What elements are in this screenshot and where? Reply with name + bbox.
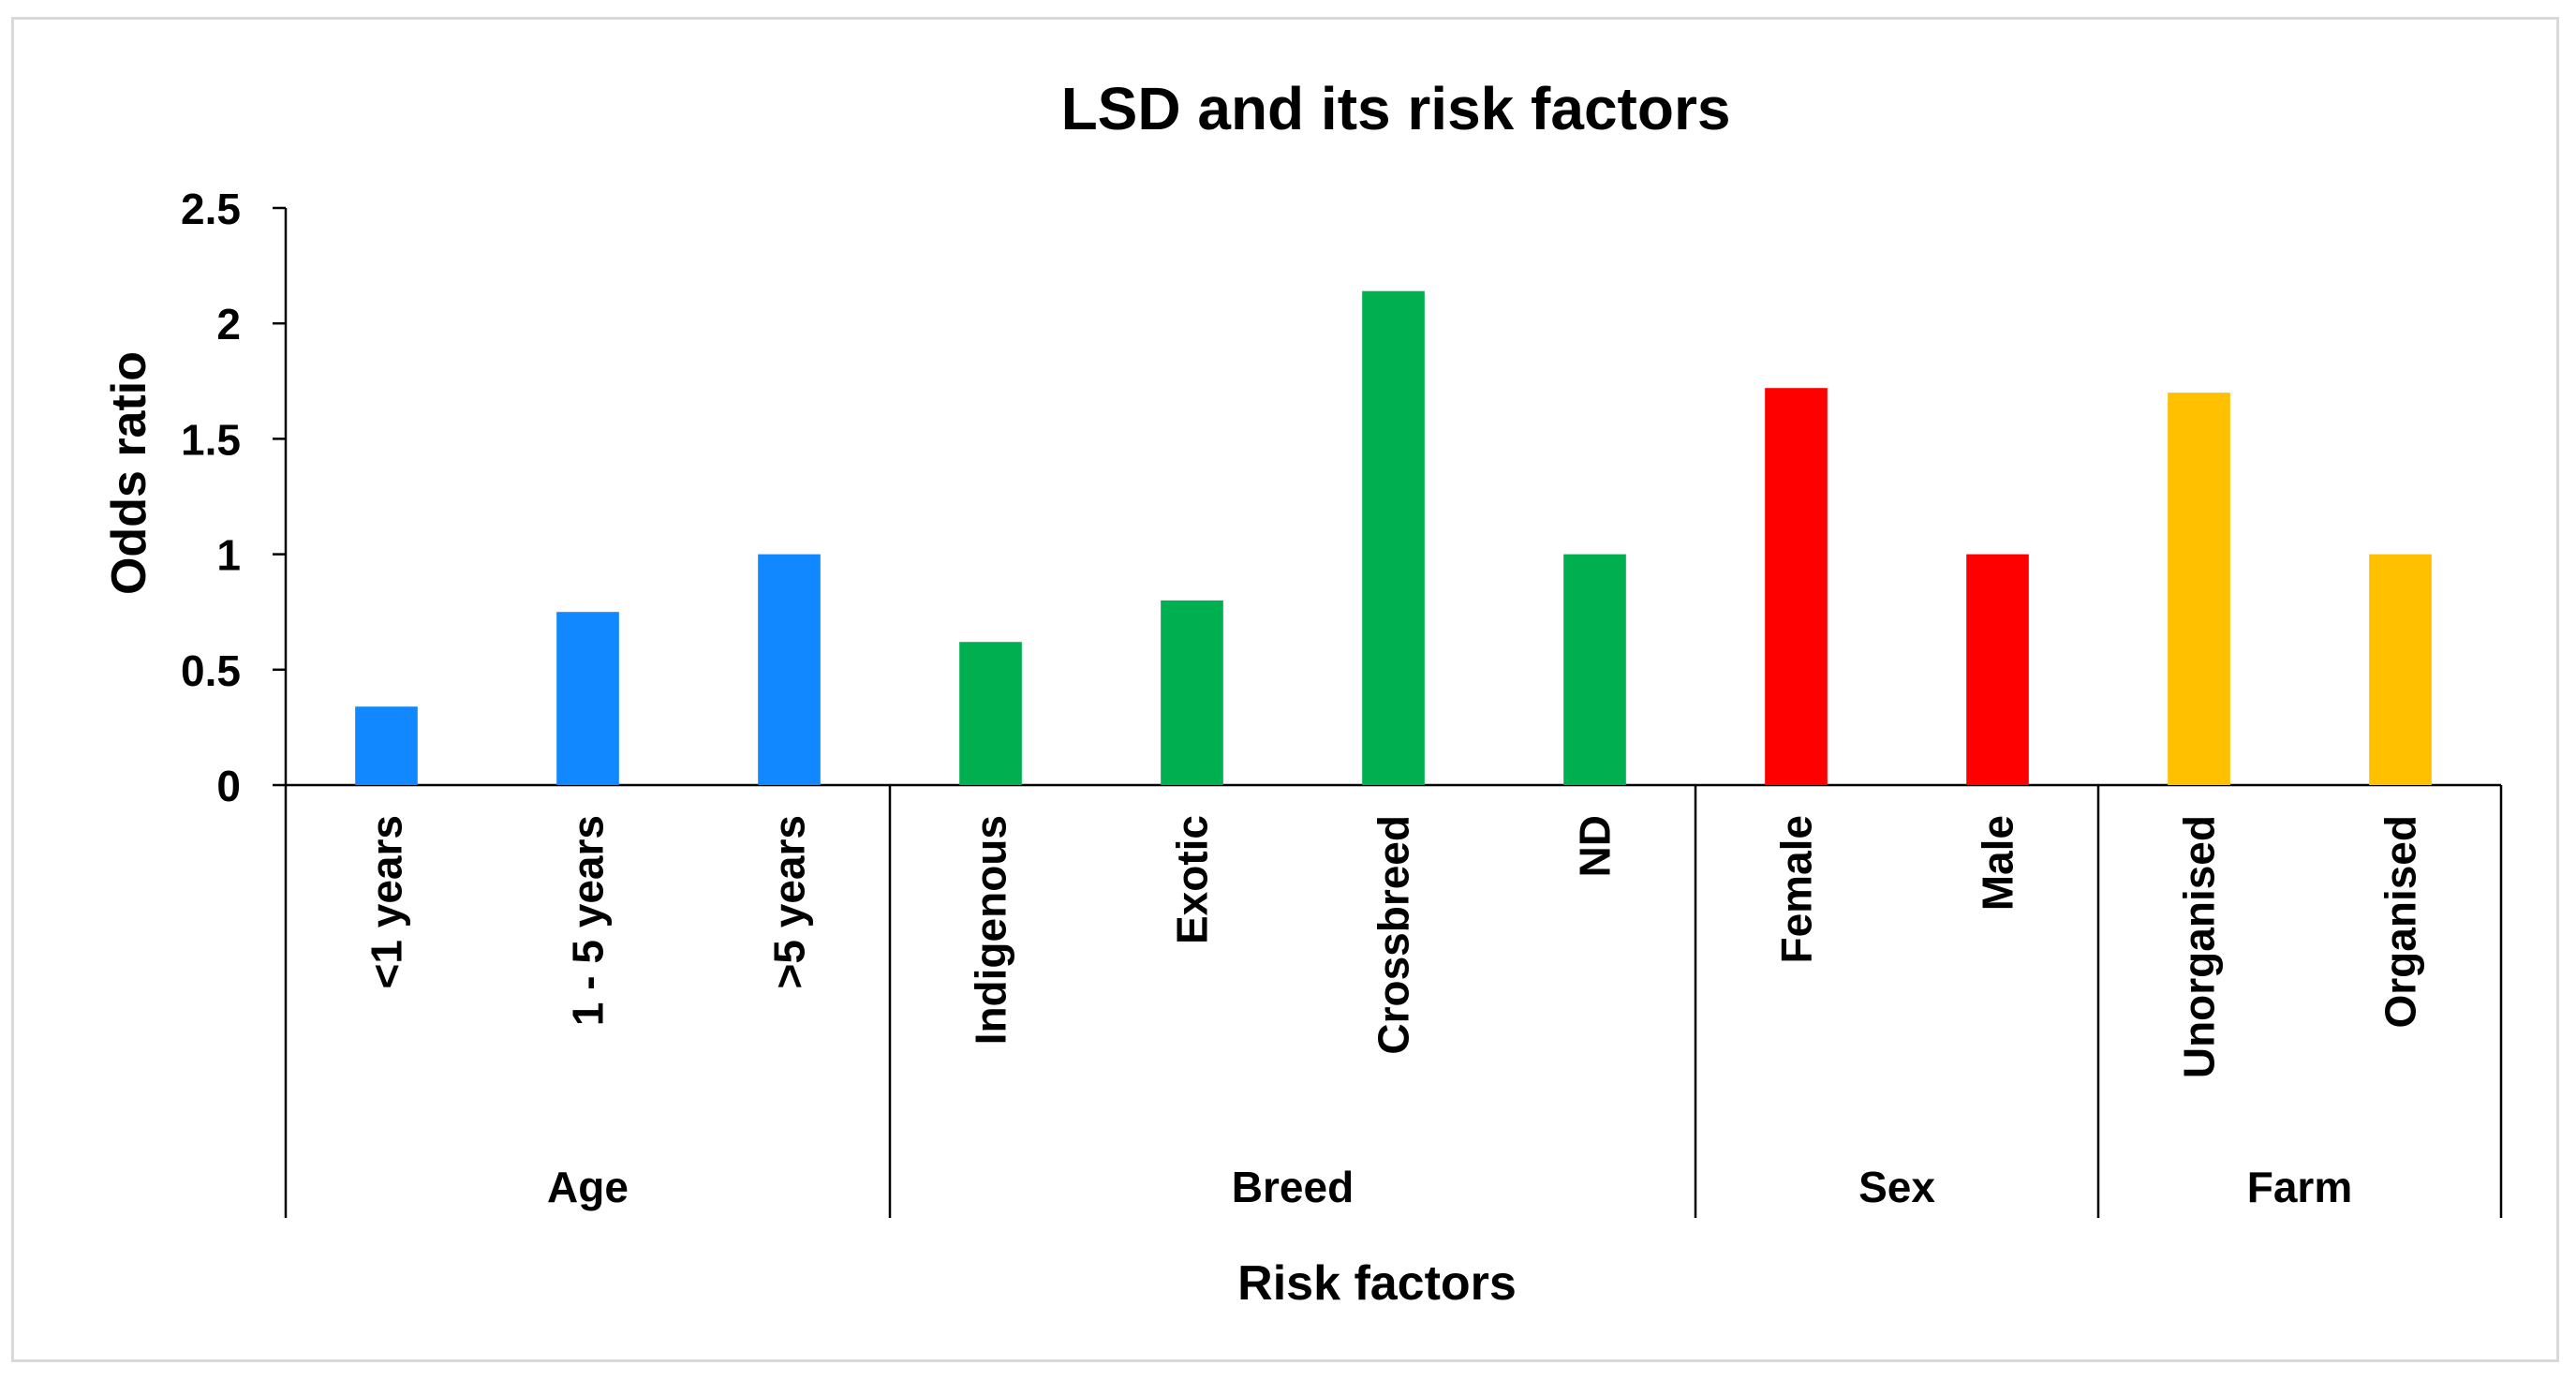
bar [1362, 290, 1425, 786]
bar [1161, 600, 1223, 785]
bar [758, 554, 821, 785]
x-tick-label: Organised [2376, 815, 2425, 1029]
x-tick-label: 1 - 5 years [564, 815, 613, 1026]
bar [355, 706, 418, 785]
y-tick-label: 2.5 [181, 185, 241, 233]
bar [1563, 554, 1626, 785]
x-tick-label: ND [1571, 815, 1620, 877]
bar [959, 642, 1022, 785]
y-axis-title: Odds ratio [102, 351, 156, 595]
group-label: Sex [1858, 1163, 1935, 1211]
x-tick-label: <1 years [363, 815, 411, 988]
x-tick-label: Female [1772, 815, 1821, 964]
bar [556, 612, 619, 785]
x-tick-label: Unorganised [2175, 815, 2224, 1078]
group-label: Farm [2247, 1163, 2352, 1211]
y-tick-label: 1 [216, 531, 241, 580]
x-tick-label: Exotic [1168, 815, 1217, 944]
y-tick-label: 0.5 [181, 646, 241, 695]
chart-title: LSD and its risk factors [1061, 75, 1731, 142]
bar [2168, 393, 2230, 785]
group-label: Age [547, 1163, 629, 1211]
x-axis-title: Risk factors [1237, 1256, 1517, 1311]
bar [2369, 554, 2432, 785]
y-tick-label: 0 [216, 762, 241, 810]
x-tick-label: >5 years [765, 815, 814, 988]
y-tick-label: 2 [216, 300, 241, 349]
x-tick-label: Male [1974, 815, 2022, 911]
chart-frame [11, 17, 2559, 1362]
bar [1765, 388, 1828, 785]
group-label: Breed [1232, 1163, 1354, 1211]
chart-marks: 0 0.5 1 1.5 2 2.5 <1 years 1 - 5 years >5 years A… [181, 185, 2503, 1218]
x-tick-label: Crossbreed [1369, 815, 1418, 1055]
x-tick-label: Indigenous [967, 815, 1015, 1045]
bar [1966, 554, 2029, 785]
y-tick-label: 1.5 [181, 415, 241, 464]
